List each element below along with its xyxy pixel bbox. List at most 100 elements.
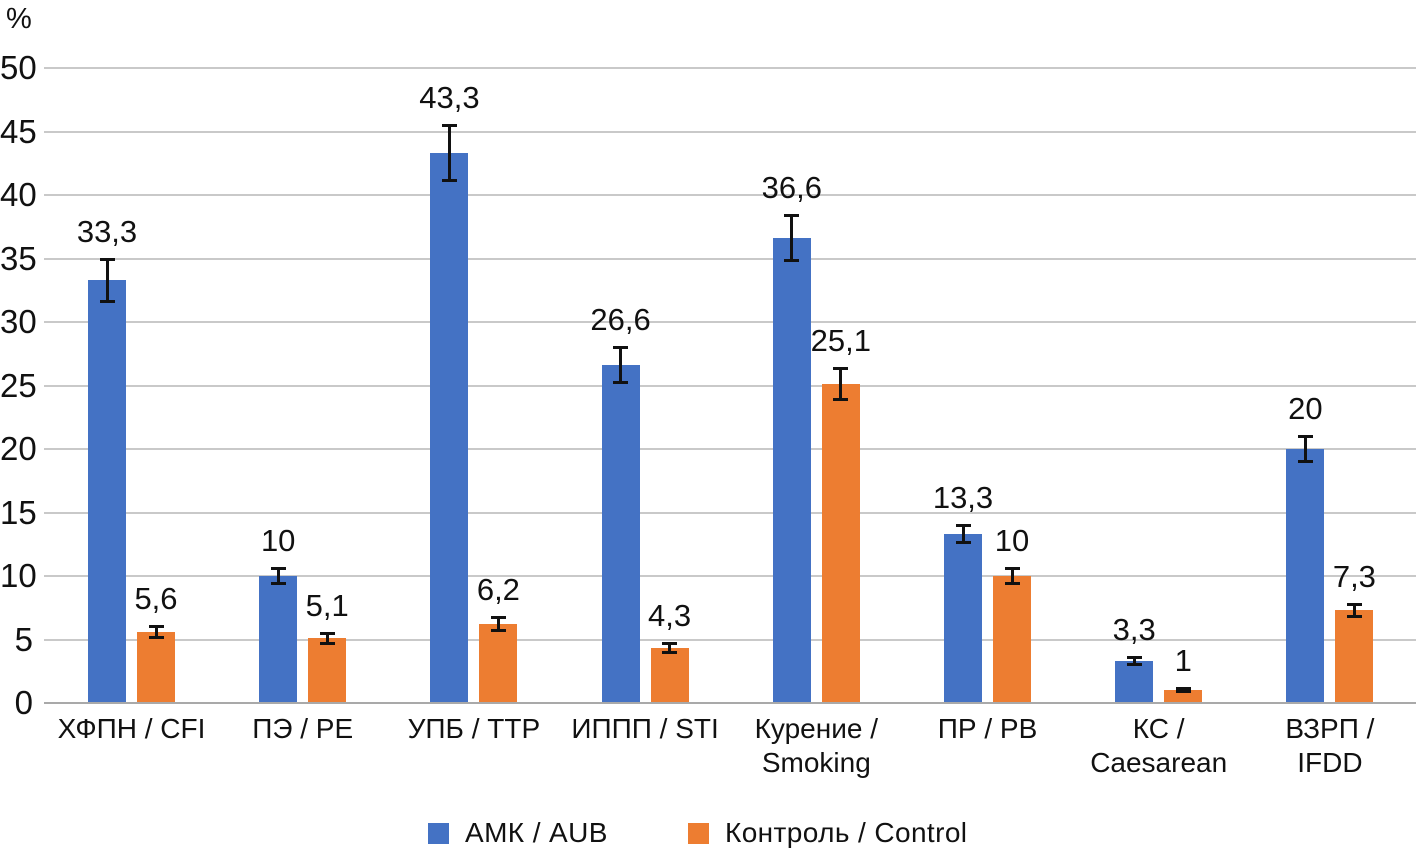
bar-series1-cat1 bbox=[308, 638, 347, 703]
error-bar-cap-top bbox=[319, 631, 335, 635]
error-bar-cap-bottom bbox=[99, 299, 115, 303]
value-label: 5,1 bbox=[305, 587, 349, 623]
y-tick-label: 35 bbox=[0, 239, 37, 277]
error-bar-cap-top bbox=[833, 367, 849, 371]
value-label: 4,3 bbox=[648, 598, 692, 634]
y-tick-label: 15 bbox=[0, 493, 37, 531]
value-label: 7,3 bbox=[1332, 558, 1376, 594]
bar-series0-cat3 bbox=[601, 365, 640, 703]
error-bar-cap-bottom bbox=[613, 380, 629, 384]
error-bar-cap-bottom bbox=[270, 581, 286, 585]
error-bar-cap-bottom bbox=[955, 540, 971, 544]
error-bar-cap-bottom bbox=[784, 259, 800, 263]
category-label-3: ИППП / STI bbox=[571, 713, 719, 744]
gridline bbox=[44, 448, 1416, 450]
gridline bbox=[44, 384, 1416, 387]
error-bar-cap-top bbox=[148, 624, 164, 628]
value-label: 25,1 bbox=[810, 323, 871, 359]
legend-item-control: Контроль / Control bbox=[688, 817, 968, 848]
bar-series0-cat2 bbox=[430, 153, 469, 703]
error-bar-cap-top bbox=[1175, 687, 1191, 691]
value-label: 36,6 bbox=[761, 170, 822, 206]
value-label: 10 bbox=[994, 523, 1030, 559]
gridline bbox=[44, 130, 1416, 133]
error-bar-whisker bbox=[154, 625, 158, 639]
bar-series1-cat5 bbox=[993, 576, 1031, 703]
y-tick-label: 30 bbox=[0, 303, 37, 340]
category-label-4: Курение / Smoking bbox=[754, 713, 878, 778]
y-tick-label: 40 bbox=[0, 176, 37, 213]
value-label: 43,3 bbox=[419, 80, 480, 116]
error-bar-whisker bbox=[276, 568, 280, 584]
error-bar-whisker bbox=[790, 215, 794, 262]
y-tick-label: 5 bbox=[14, 620, 33, 658]
error-bar-cap-top bbox=[1297, 435, 1313, 439]
category-label-6: КС / Caesarean bbox=[1090, 713, 1228, 778]
error-bar-cap-top bbox=[270, 567, 286, 571]
category-label-1: ПЭ / PE bbox=[252, 713, 354, 744]
category-label-7: ВЗРП / IFDD bbox=[1285, 713, 1375, 778]
value-label: 5,6 bbox=[134, 580, 178, 616]
value-label: 13,3 bbox=[932, 480, 994, 516]
error-bar-whisker bbox=[839, 368, 843, 401]
bar-series0-cat4 bbox=[772, 238, 811, 703]
bar-series1-cat6 bbox=[1164, 690, 1203, 703]
error-bar-cap-bottom bbox=[1004, 581, 1020, 585]
y-tick-label: 50 bbox=[0, 49, 37, 86]
error-bar-whisker bbox=[1352, 603, 1356, 617]
error-bar-cap-bottom bbox=[1297, 459, 1313, 463]
value-label: 10 bbox=[260, 523, 296, 559]
error-bar-cap-bottom bbox=[1346, 614, 1362, 618]
error-bar-whisker bbox=[496, 617, 500, 632]
error-bar-cap-top bbox=[441, 124, 457, 128]
error-bar-whisker bbox=[619, 347, 623, 383]
gridline bbox=[44, 257, 1416, 260]
error-bar-cap-top bbox=[784, 214, 800, 218]
error-bar-cap-top bbox=[955, 524, 971, 528]
y-tick-label: 45 bbox=[0, 112, 37, 150]
error-bar-cap-top bbox=[613, 346, 629, 350]
error-bar-whisker bbox=[668, 643, 672, 654]
bar-series0-cat6 bbox=[1115, 661, 1154, 703]
gridline bbox=[44, 575, 1416, 577]
value-label: 26,6 bbox=[590, 302, 651, 338]
legend-label-control: Контроль / Control bbox=[725, 817, 968, 848]
value-label: 1 bbox=[1174, 643, 1192, 679]
error-bar-cap-bottom bbox=[490, 629, 506, 633]
bar-series1-cat4 bbox=[821, 384, 860, 703]
error-bar-whisker bbox=[105, 258, 109, 302]
bar-series0-cat7 bbox=[1286, 449, 1325, 703]
gridline bbox=[44, 321, 1416, 323]
error-bar-whisker bbox=[447, 125, 451, 182]
y-tick-label: 10 bbox=[0, 557, 37, 594]
y-axis-unit-label: % bbox=[6, 3, 32, 35]
error-bar-cap-bottom bbox=[148, 636, 164, 640]
value-label: 33,3 bbox=[76, 213, 138, 249]
error-bar-whisker bbox=[961, 525, 965, 543]
error-bar-whisker bbox=[1132, 657, 1136, 665]
legend-item-aub: АМК / AUB bbox=[428, 817, 608, 848]
legend-label-aub: АМК / AUB bbox=[465, 817, 608, 848]
error-bar-cap-bottom bbox=[319, 641, 335, 645]
bar-series1-cat7 bbox=[1335, 610, 1374, 703]
gridline bbox=[44, 638, 1416, 641]
error-bar-cap-top bbox=[1004, 567, 1020, 571]
legend-swatch-aub bbox=[428, 822, 449, 844]
error-bar-cap-top bbox=[1126, 656, 1142, 660]
category-label-0: ХФПН / CFI bbox=[57, 713, 206, 744]
gridline bbox=[44, 194, 1416, 196]
error-bar-cap-bottom bbox=[1175, 690, 1191, 694]
error-bar-cap-bottom bbox=[833, 398, 849, 402]
x-axis-line bbox=[44, 702, 1416, 704]
error-bar-whisker bbox=[1303, 436, 1307, 462]
error-bar-cap-top bbox=[99, 257, 115, 261]
bar-series1-cat2 bbox=[479, 624, 518, 703]
error-bar-cap-top bbox=[1346, 602, 1362, 606]
error-bar-cap-bottom bbox=[662, 651, 678, 655]
value-label: 3,3 bbox=[1112, 612, 1156, 648]
y-tick-label: 0 bbox=[14, 684, 33, 721]
error-bar-whisker bbox=[1010, 568, 1014, 584]
error-bar-cap-bottom bbox=[1126, 662, 1142, 666]
bar-series0-cat0 bbox=[88, 280, 126, 703]
